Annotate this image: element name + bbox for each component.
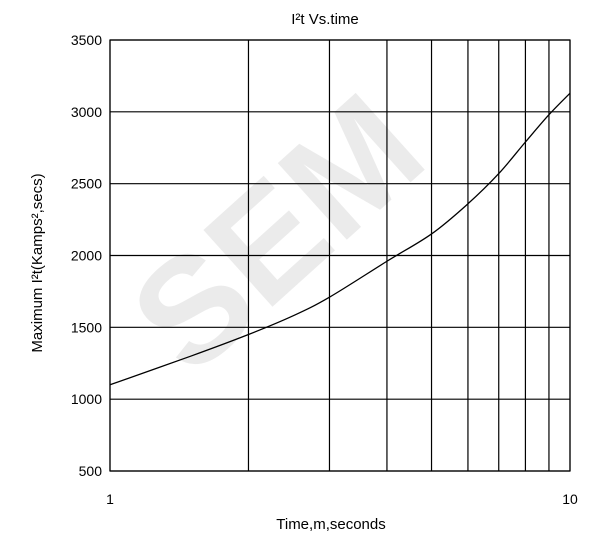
x-axis-label: Time,m,seconds [276,516,385,533]
y-tick-label: 3000 [71,104,102,120]
y-axis-label: Maximum I²t(Kamps²,secs) [29,173,46,352]
x-tick-label: 10 [562,491,578,507]
y-tick-label: 1500 [71,319,102,335]
y-tick-label: 1000 [71,391,102,407]
watermark: SEM [100,62,454,404]
y-tick-label: 3500 [71,32,102,48]
x-tick-labels: 1 10 [106,491,578,507]
y-tick-labels: 500 1000 1500 2000 2500 3000 3500 [71,32,102,479]
y-tick-label: 2500 [71,176,102,192]
y-tick-label: 2000 [71,248,102,264]
y-tick-label: 500 [79,463,103,479]
chart-title: I²t Vs.time [291,11,359,28]
x-tick-label: 1 [106,491,114,507]
plot-frame [109,39,571,472]
series-line [109,92,571,386]
